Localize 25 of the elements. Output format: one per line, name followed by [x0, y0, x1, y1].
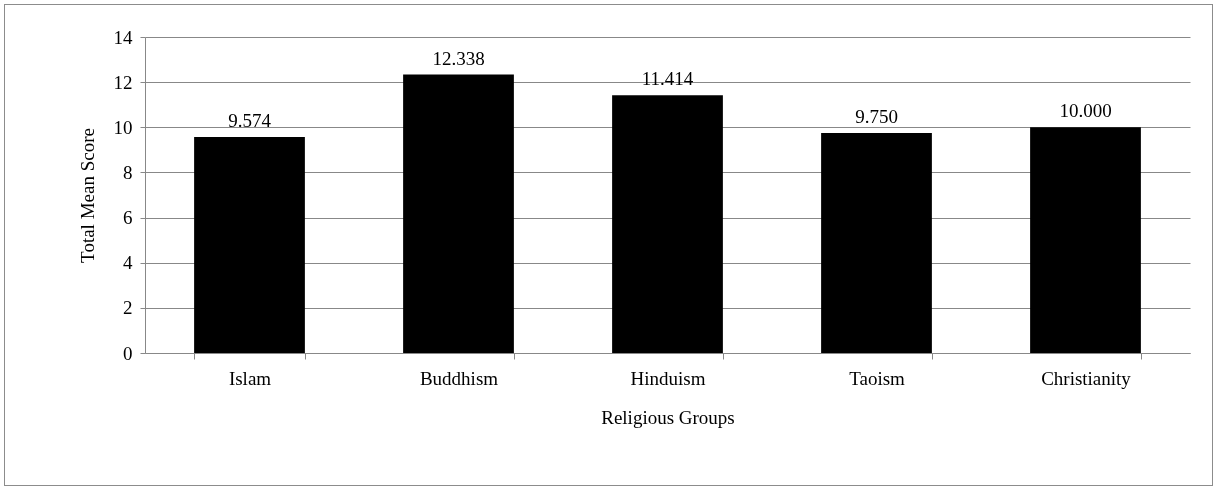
y-axis-title: Total Mean Score: [76, 128, 98, 263]
data-label: 11.414: [641, 68, 694, 90]
y-tick-label: 2: [123, 297, 133, 319]
bar: [403, 74, 514, 353]
x-tick-label: Christianity: [1041, 367, 1132, 389]
data-label: 10.000: [1059, 100, 1112, 122]
data-label: 9.574: [228, 109, 272, 131]
y-tick-label: 6: [123, 207, 133, 229]
y-tick-label: 14: [113, 26, 133, 48]
y-tick-label: 4: [123, 252, 133, 274]
x-axis-title: Religious Groups: [601, 406, 735, 428]
x-tick-label: Taoism: [849, 367, 906, 389]
data-label: 9.750: [855, 105, 898, 127]
x-tick-label: Buddhism: [419, 367, 499, 389]
x-tick-label: Islam: [228, 367, 272, 389]
bar: [194, 136, 305, 353]
bar: [1030, 127, 1141, 353]
bar: [612, 95, 723, 353]
y-tick-label: 0: [123, 342, 133, 364]
y-tick-label: 10: [113, 116, 133, 138]
x-tick-label: Hinduism: [630, 367, 706, 389]
bar: [821, 132, 932, 353]
data-label: 12.338: [432, 47, 485, 69]
y-tick-label: 12: [113, 71, 133, 93]
y-tick-label: 8: [123, 161, 133, 183]
